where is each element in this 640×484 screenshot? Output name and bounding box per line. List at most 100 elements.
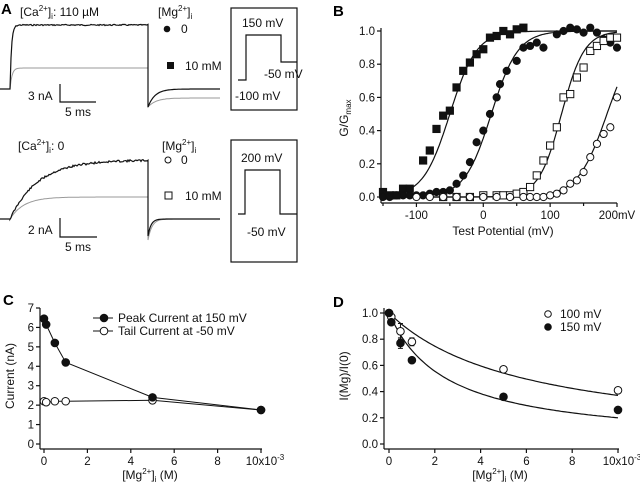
open-circle-marker (525, 192, 535, 202)
current-trace (0, 158, 220, 237)
filled-circle-marker (539, 43, 548, 52)
filled-circle-marker (512, 56, 521, 65)
open-circle-marker (539, 192, 548, 202)
open-square-marker (532, 171, 541, 180)
x-tick-label: 2 (432, 456, 438, 468)
x-tick-label: 2 (84, 456, 90, 468)
filled-square-marker (465, 58, 475, 67)
open-square-marker (586, 46, 595, 56)
open-circle-marker (407, 337, 417, 347)
filled-square-marker (519, 23, 528, 32)
protocol-box (230, 7, 298, 111)
open-square-marker (525, 182, 535, 192)
open-circle-marker (412, 192, 421, 202)
filled-circle-marker (386, 317, 396, 327)
open-square-marker (164, 191, 173, 200)
filled-square-marker (167, 62, 174, 69)
mg-legend-title: [Mg2+]i (158, 4, 192, 21)
filled-circle-marker (544, 323, 552, 331)
legend-label: 10 mM (185, 59, 222, 73)
open-square-marker (612, 33, 622, 42)
x-tick-label: 6 (171, 456, 177, 468)
ca-label: [Ca2+]i: 0 (18, 138, 65, 155)
filled-square-marker (398, 184, 408, 193)
x-tick-label: 8 (214, 456, 220, 468)
open-circle-marker (532, 192, 541, 202)
filled-circle-marker (419, 191, 428, 200)
y-tick-label: 0.4 (362, 387, 379, 399)
y-tick-label: 0.0 (359, 192, 375, 204)
open-circle-marker (519, 192, 528, 202)
filled-circle-marker (396, 338, 405, 348)
open-circle-marker (492, 192, 501, 202)
y-tick-label: 6 (28, 322, 34, 334)
legend-label: 0 (181, 22, 188, 36)
current-traces (0, 158, 220, 241)
x-tick-label: 0 (386, 456, 392, 468)
legend-label: Tail Current at -50 mV (118, 324, 235, 338)
voltage-protocol (238, 169, 297, 215)
open-circle-marker (505, 192, 515, 202)
open-circle-marker (546, 191, 555, 200)
open-square-marker (592, 41, 602, 51)
scale-bar (59, 218, 97, 238)
open-square-marker (512, 189, 521, 198)
y-tick-label: 0.4 (359, 126, 376, 138)
filled-circle-marker (384, 308, 394, 318)
y-tick-label: 0 (28, 439, 34, 451)
panel-letter-b: B (333, 3, 344, 20)
filled-circle-marker (385, 192, 394, 202)
open-circle-marker (164, 156, 172, 164)
y-tick-label: 7 (28, 303, 34, 315)
y-axis-label: G/Gmax (337, 99, 353, 136)
protocol-tail-label: -50 mV (264, 67, 303, 81)
x-tick-label: 8 (569, 456, 575, 468)
open-circle-marker (425, 192, 434, 202)
filled-square-marker (499, 26, 508, 36)
y-tick-label: 2 (28, 400, 34, 412)
y-tick-label: 0.0 (362, 439, 378, 451)
y-tick-label: 5 (28, 342, 34, 354)
filled-square-marker (452, 83, 461, 92)
filled-circle-marker (99, 313, 109, 323)
open-circle-marker (396, 327, 405, 336)
open-circle-marker (479, 192, 488, 202)
filled-circle-marker (532, 38, 541, 47)
open-square-marker (552, 123, 561, 132)
open-square-marker (546, 141, 555, 150)
protocol-step-label: 200 mV (241, 151, 282, 165)
protocol-holding-label: -100 mV (235, 89, 280, 103)
x-tick-label: 6 (523, 456, 529, 468)
x-tick-label: 10x10-3 (246, 453, 285, 468)
current-traces (0, 23, 220, 109)
chart-conductance-voltage: Test Potential (mV) G/Gmax 0.0 0.2 0.4 0.6 0… (337, 23, 636, 238)
y-tick-label: 1 (28, 420, 34, 432)
open-circle-marker (499, 365, 508, 374)
filled-circle-marker (472, 138, 481, 147)
filled-circle-marker (41, 320, 51, 329)
filled-circle-marker (445, 186, 454, 195)
y-axis-label: I(Mg)/I(0) (337, 351, 351, 400)
filled-circle-marker (559, 26, 568, 36)
chart-current-vs-mg: [Mg2+]i (M) Current (nA) 0 1 2 3 4 5 6 7 0 2 4 6 8 10… (3, 303, 285, 484)
open-square-marker (559, 93, 568, 102)
open-circle-marker (452, 192, 461, 202)
filled-square-marker (425, 146, 434, 155)
open-circle-marker (612, 93, 622, 102)
x-tick-label: -100 (405, 210, 428, 222)
scale-time-label: 5 ms (65, 240, 91, 254)
filled-square-marker (432, 124, 441, 134)
panel-letter-c: C (3, 292, 14, 309)
filled-circle-marker (525, 41, 535, 51)
filled-circle-marker (479, 126, 488, 135)
scale-time-label: 5 ms (65, 105, 91, 119)
filled-square-marker (492, 31, 501, 41)
y-tick-label: 1.0 (362, 308, 378, 320)
y-tick-label: 1.0 (359, 26, 375, 38)
filled-square-marker (459, 66, 468, 75)
open-circle-marker (559, 186, 568, 195)
y-tick-label: 4 (28, 361, 35, 373)
current-trace (0, 23, 220, 108)
open-circle-marker (579, 168, 588, 177)
boltzmann-fit-curve (383, 86, 618, 198)
